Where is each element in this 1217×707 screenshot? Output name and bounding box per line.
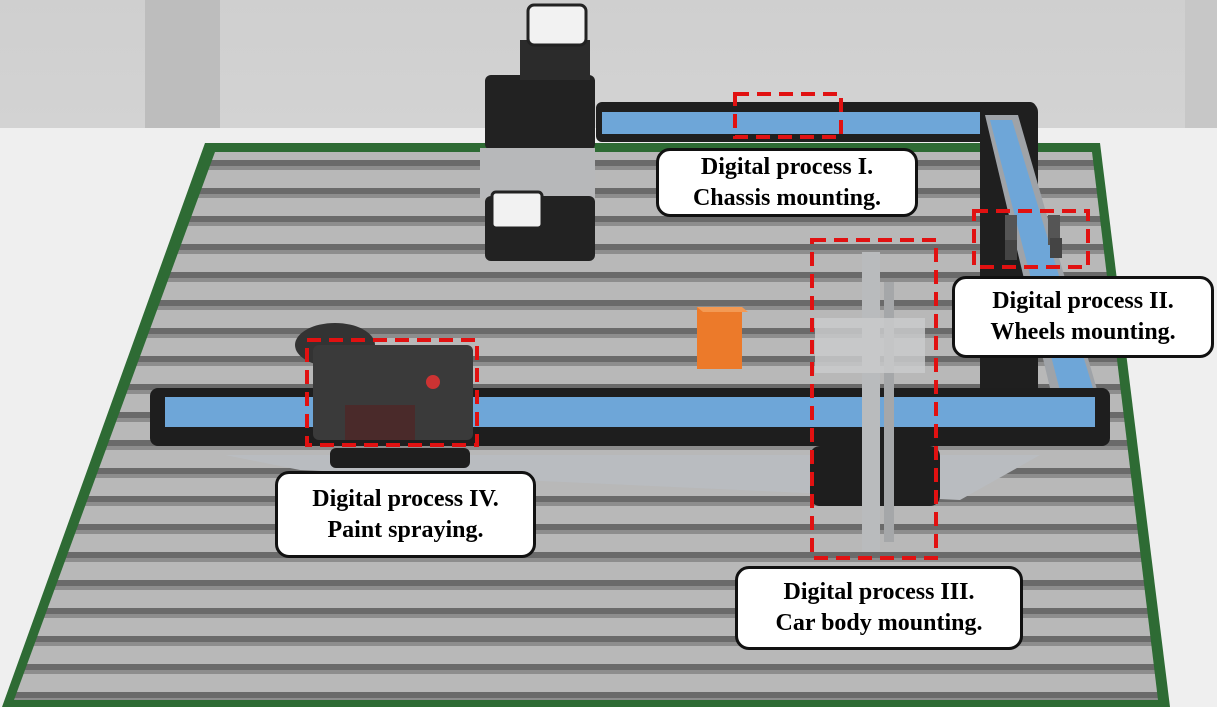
chassis-station [480, 3, 595, 261]
wall-post-left [145, 0, 220, 130]
callout-wheels-line1: Digital process II. [992, 288, 1174, 314]
callout-body-mounting: Digital process III. Car body mounting. [735, 566, 1023, 650]
callout-body-line1: Digital process III. [783, 579, 975, 605]
callout-paint-line2: Paint spraying. [327, 516, 484, 543]
highlight-wheels [972, 209, 1090, 269]
callout-chassis-mounting: Digital process I. Chassis mounting. [656, 148, 918, 217]
wheel-station [1005, 215, 1062, 260]
highlight-paint [305, 338, 479, 447]
callout-chassis-line2: Chassis mounting. [692, 184, 882, 211]
paint-station [295, 323, 473, 440]
callout-paint-spraying: Digital process IV. Paint spraying. [275, 471, 536, 558]
highlight-chassis [733, 92, 843, 139]
callout-paint-line1: Digital process IV. [312, 485, 499, 512]
orange-cube [697, 307, 748, 369]
callout-body-line2: Car body mounting. [775, 610, 983, 636]
callout-chassis-line1: Digital process I. [700, 153, 874, 180]
callout-wheels-line2: Wheels mounting. [990, 319, 1176, 345]
callout-wheels-mounting: Digital process II. Wheels mounting. [952, 276, 1214, 358]
body-station [815, 252, 925, 552]
